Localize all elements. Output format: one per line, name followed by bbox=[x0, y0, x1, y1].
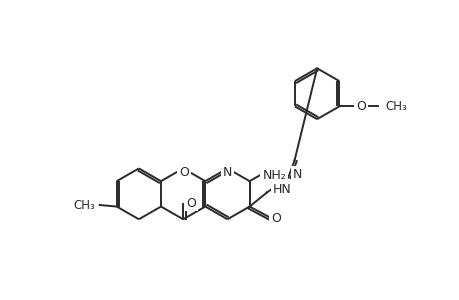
Text: O: O bbox=[185, 196, 196, 210]
Text: N: N bbox=[222, 166, 232, 179]
Text: HN: HN bbox=[272, 183, 291, 196]
Text: O: O bbox=[270, 212, 280, 225]
Text: O: O bbox=[179, 166, 189, 179]
Text: NH₂: NH₂ bbox=[262, 169, 285, 182]
Text: CH₃: CH₃ bbox=[73, 199, 95, 212]
Text: N: N bbox=[292, 168, 302, 181]
Text: CH₃: CH₃ bbox=[385, 100, 407, 113]
Text: O: O bbox=[355, 100, 365, 113]
